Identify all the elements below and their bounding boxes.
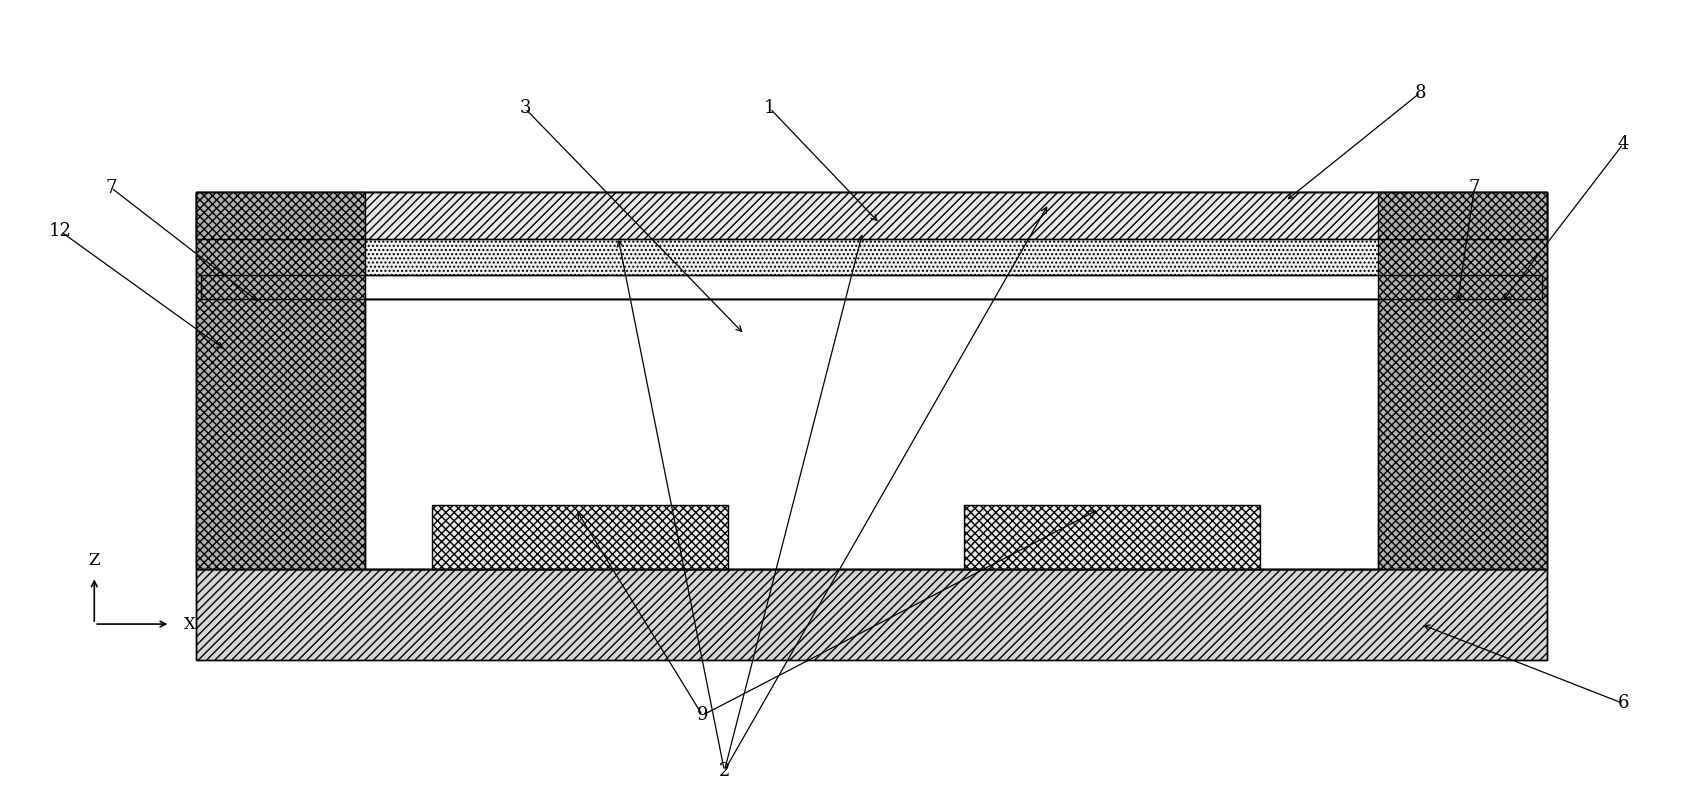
Text: 3: 3 [519,100,531,118]
Text: 6: 6 [1618,694,1629,712]
Bar [201,275,1541,298]
Bar [431,505,728,568]
Text: 8: 8 [1415,84,1426,102]
Bar [196,568,1546,660]
Bar [196,568,1546,660]
Bar [364,298,1377,568]
Text: 7: 7 [105,179,117,197]
Text: 7: 7 [1469,179,1480,197]
Text: 4: 4 [1618,135,1629,153]
Bar [364,298,1377,568]
Bar [196,192,1546,240]
Text: 9: 9 [697,706,709,724]
Bar [1377,192,1546,568]
Bar [196,192,364,568]
Bar [196,192,1546,240]
Text: X: X [184,615,196,633]
Text: 1: 1 [765,100,775,118]
Text: 2: 2 [719,762,729,780]
Bar [964,505,1261,568]
Text: 12: 12 [49,222,73,240]
Bar [196,192,1546,568]
Bar [196,192,1546,568]
Bar [201,275,1541,298]
Text: Z: Z [88,552,100,568]
